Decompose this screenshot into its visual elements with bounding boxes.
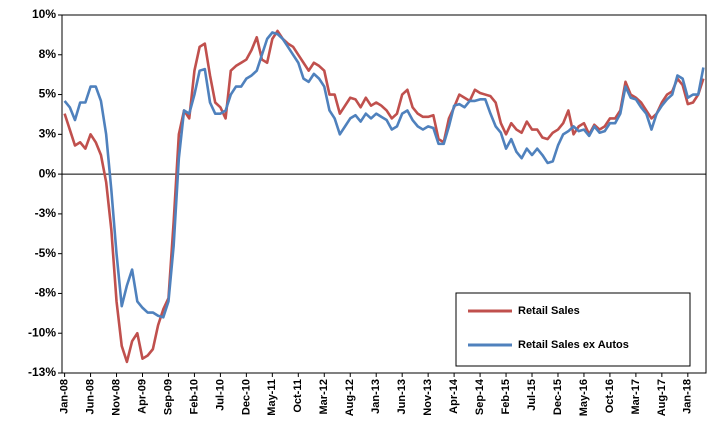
x-tick-label: Dec-10 xyxy=(240,379,252,415)
x-tick-label: Mar-12 xyxy=(318,379,330,414)
y-tick-label: -10% xyxy=(28,325,56,339)
x-tick-label: Nov-08 xyxy=(110,379,122,416)
x-tick-label: May-16 xyxy=(578,379,590,416)
x-tick-label: Jan-13 xyxy=(370,379,382,414)
x-tick-label: Dec-15 xyxy=(552,379,564,415)
x-tick-label: Oct-16 xyxy=(604,379,616,413)
line xyxy=(63,31,705,319)
y-tick-label: 10% xyxy=(32,7,56,21)
y-tick-label: 0% xyxy=(39,166,57,180)
y-tick-label: -8% xyxy=(35,286,57,300)
plot-frame xyxy=(61,14,707,374)
x-tick-label: Nov-13 xyxy=(422,379,434,416)
x-tick-label: May-11 xyxy=(266,379,278,416)
y-tick-label: -5% xyxy=(35,246,57,260)
y-tick-label: 3% xyxy=(39,127,57,141)
x-tick-label: Mar-17 xyxy=(630,379,642,414)
x-tick-label: Jul-15 xyxy=(526,379,538,411)
x-tick-label: Oct-11 xyxy=(292,379,304,413)
x-tick-label: Jan-18 xyxy=(682,379,694,414)
x-tick-label: Jan-08 xyxy=(59,379,71,414)
x-tick-label: Feb-10 xyxy=(188,379,200,414)
y-tick-label: 5% xyxy=(39,87,57,101)
legend-box xyxy=(455,292,691,367)
y-tick-label: -3% xyxy=(35,206,57,220)
legend-label: Retail Sales xyxy=(518,305,580,317)
y-tick-label: 8% xyxy=(39,47,57,61)
x-tick-label: Jul-10 xyxy=(214,379,226,411)
x-tick-label: Aug-17 xyxy=(656,379,668,416)
x-tick-label: Sep-14 xyxy=(474,378,486,415)
x-tick-label: Sep-09 xyxy=(162,379,174,415)
x-tick-label: Feb-15 xyxy=(500,379,512,414)
x-tick-label: Jun-08 xyxy=(84,379,96,414)
x-tick-label: Apr-09 xyxy=(136,379,148,414)
y-tick-label: -13% xyxy=(28,365,56,379)
x-tick-label: Aug-12 xyxy=(344,379,356,416)
x-tick-label: Jun-13 xyxy=(396,379,408,414)
x-tick-label: Apr-14 xyxy=(448,378,460,414)
legend-label: Retail Sales ex Autos xyxy=(518,339,629,351)
